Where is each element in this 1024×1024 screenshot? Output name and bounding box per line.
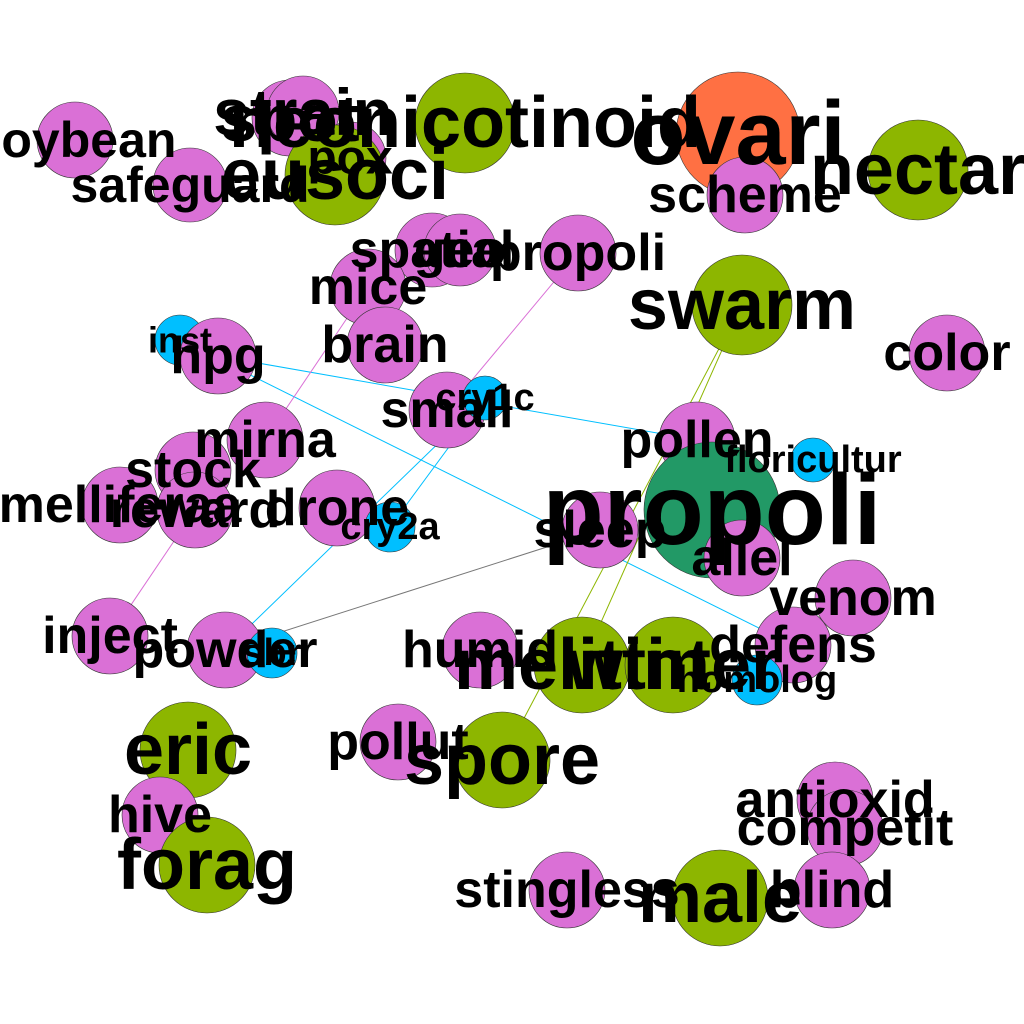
node-label-pollen: pollen [620, 411, 773, 469]
node-sbr [246, 627, 298, 679]
node-label-cry2a: cry2a [340, 506, 440, 548]
node-venom [814, 559, 892, 637]
node-cry2a [364, 501, 416, 553]
node-mirna [226, 401, 304, 479]
node-propoli2 [539, 214, 617, 292]
node-label-brain: brain [321, 316, 448, 374]
node-label-spatial: spatial [350, 221, 515, 279]
node-safeguard [152, 147, 228, 223]
node-label-melittin: melittin [454, 625, 710, 705]
node-pollut [359, 703, 437, 781]
edge-powder-sleep [224, 529, 601, 651]
node-label-male: male [638, 858, 802, 938]
edge-inst-defens [179, 339, 794, 646]
node-allel [703, 519, 781, 597]
node-label-competit: competit [737, 799, 954, 857]
node-label-spore: spore [404, 720, 600, 800]
node-label-pox: pox [307, 132, 393, 185]
node-stingless [528, 851, 606, 929]
node-eusoci [284, 124, 386, 226]
node-label-soybean: soybean [0, 112, 176, 168]
node-label-drone: drone [265, 479, 409, 537]
label-layer: soybeansafeguardspotstrainpoxeusocineoni… [0, 75, 1024, 938]
node-label-blind: blind [770, 861, 894, 919]
node-label-inject: inject [42, 607, 178, 665]
node-swarm [691, 254, 793, 356]
node-label-small: small [381, 381, 514, 439]
node-label-sbr: sbr [242, 632, 301, 674]
node-inject [71, 597, 149, 675]
node-label-forag: forag [117, 825, 297, 905]
node-label-cry1c: cry1c [435, 377, 534, 419]
node-label-powder: powder [133, 621, 318, 679]
node-label-eusoci: eusoci [221, 135, 449, 215]
node-reward [156, 471, 234, 549]
node-label-safeguard: safeguard [71, 157, 310, 213]
node-scheme [706, 156, 784, 234]
node-label-hive: hive [108, 786, 212, 844]
node-label-winter: winter [566, 625, 779, 705]
node-color [908, 314, 986, 392]
node-winter [624, 616, 722, 714]
node-sleep [561, 491, 639, 569]
node-label-melliferaa: melliferaa [0, 476, 242, 534]
node-label-nectar: nectar [810, 130, 1024, 210]
node-label-humid: humid [402, 621, 558, 679]
node-label-sleep: sleep [534, 501, 667, 559]
node-floricultur [790, 437, 836, 483]
node-homolog [731, 654, 783, 706]
node-label-ovari: ovari [630, 84, 845, 184]
node-label-strain: strain [213, 75, 393, 149]
node-layer [36, 71, 986, 947]
node-spore [453, 711, 551, 809]
node-label-pollut: pollut [327, 713, 469, 771]
node-label-reward: reward [110, 481, 281, 539]
node-cry1c [462, 375, 508, 421]
node-label-propoli: propoli [543, 454, 882, 566]
node-soybean [36, 101, 114, 179]
node-humid [441, 611, 519, 689]
node-label-scheme: scheme [648, 166, 842, 224]
node-brain [346, 306, 424, 384]
node-geo [423, 213, 497, 287]
node-label-neonicotinoid: neonicotinoid [229, 83, 701, 163]
node-label-geo: geo [414, 221, 506, 279]
node-label-inst: inst [148, 320, 212, 361]
node-label-floricultur: floricultur [724, 439, 902, 481]
node-label-stingless: stingless [454, 861, 679, 919]
node-label-stock: stock [125, 441, 261, 499]
node-hpg [179, 317, 257, 395]
node-label-color: color [883, 324, 1010, 382]
node-neonicotinoid [414, 72, 516, 174]
node-label-hpg: hpg [170, 327, 265, 385]
node-label-eric: eric [124, 710, 252, 790]
node-label-propoli2: propoli [490, 224, 666, 282]
node-label-antioxid: antioxid [735, 771, 934, 829]
node-label-mirna: mirna [194, 411, 337, 469]
node-label-swarm: swarm [628, 265, 856, 345]
node-label-mice: mice [309, 258, 428, 316]
node-male [671, 849, 769, 947]
node-label-defens: defens [709, 616, 877, 674]
node-label-allel: allel [691, 529, 792, 587]
node-forag [158, 816, 256, 914]
node-label-homolog: homolog [677, 659, 837, 701]
node-label-spot: spot [220, 81, 359, 155]
node-blind [793, 851, 871, 929]
node-label-venom: venom [769, 569, 937, 627]
node-nectar [867, 119, 969, 221]
